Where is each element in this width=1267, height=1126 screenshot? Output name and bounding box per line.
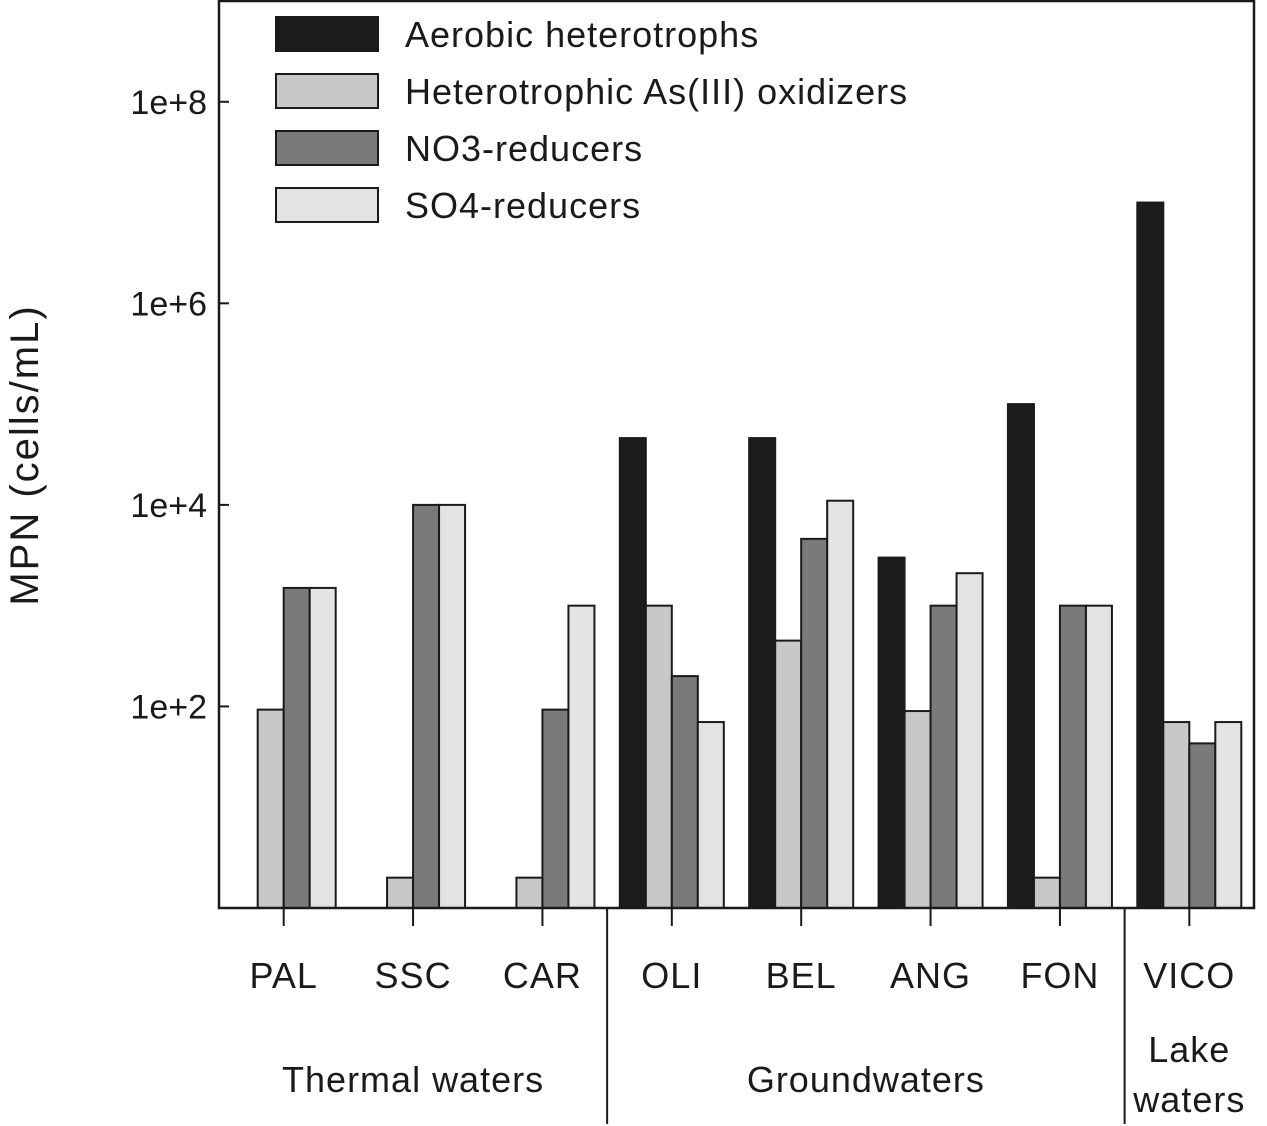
group-label-lake-waters: Lake waters xyxy=(1132,1029,1245,1120)
y-tick-label-1e-6: 1e+6 xyxy=(130,285,207,323)
bar-bel-heterotrophic-as-iii-oxidizers xyxy=(774,639,803,909)
legend-label-no3-reducers: NO3-reducers xyxy=(405,128,643,169)
x-tick-label-bel: BEL xyxy=(766,955,837,996)
bar-fon-so4-reducers xyxy=(1084,604,1113,910)
bar-fon-aerobic-heterotrophs xyxy=(1006,403,1035,909)
bar-car-no3-reducers xyxy=(541,708,570,909)
bar-bel-no3-reducers xyxy=(800,537,829,910)
bar-bel-aerobic-heterotrophs xyxy=(748,437,777,909)
x-tick-label-ang: ANG xyxy=(890,955,971,996)
bar-vico-heterotrophic-as-iii-oxidizers xyxy=(1162,721,1191,909)
x-tick-label-fon: FON xyxy=(1020,955,1099,996)
bar-vico-aerobic-heterotrophs xyxy=(1136,201,1165,910)
bar-fon-no3-reducers xyxy=(1058,604,1087,910)
bar-ssc-so4-reducers xyxy=(438,503,467,909)
bar-oli-no3-reducers xyxy=(670,675,699,909)
bar-ssc-heterotrophic-as-iii-oxidizers xyxy=(386,876,415,909)
bar-fon-heterotrophic-as-iii-oxidizers xyxy=(1032,876,1061,909)
plot-frame xyxy=(217,0,1256,910)
bar-oli-heterotrophic-as-iii-oxidizers xyxy=(644,604,673,910)
group-label-groundwaters: Groundwaters xyxy=(747,1059,985,1100)
bars-layer xyxy=(256,201,1243,910)
bar-ang-no3-reducers xyxy=(929,604,958,910)
legend-label-aerobic-heterotrophs: Aerobic heterotrophs xyxy=(405,14,759,55)
legend-swatch-heterotrophic-as-iii-oxidizers xyxy=(275,73,379,109)
x-tick-label-vico: VICO xyxy=(1143,955,1235,996)
y-axis: 1e+2 1e+4 1e+6 1e+8 xyxy=(130,84,229,726)
bar-bel-so4-reducers xyxy=(826,499,855,909)
x-tick-label-car: CAR xyxy=(503,955,582,996)
bar-ang-heterotrophic-as-iii-oxidizers xyxy=(903,710,932,909)
y-tick-label-1e-4: 1e+4 xyxy=(130,487,207,525)
group-label-thermal-waters: Thermal waters xyxy=(282,1059,544,1100)
bar-car-heterotrophic-as-iii-oxidizers xyxy=(515,876,544,909)
legend-label-heterotrophic-as-iii-oxidizers: Heterotrophic As(III) oxidizers xyxy=(405,71,908,112)
bar-pal-so4-reducers xyxy=(308,586,337,909)
legend: Aerobic heterotrophs Heterotrophic As(III… xyxy=(275,14,908,226)
legend-swatch-so4-reducers xyxy=(275,187,379,223)
y-tick-label-1e-2: 1e+2 xyxy=(130,688,207,726)
x-tick-label-oli: OLI xyxy=(641,955,702,996)
bar-ang-aerobic-heterotrophs xyxy=(877,556,906,909)
legend-swatch-aerobic-heterotrophs xyxy=(275,16,379,52)
group-labels: Thermal waters Groundwaters Lake waters xyxy=(282,908,1245,1124)
bar-ssc-no3-reducers xyxy=(412,503,441,909)
bar-pal-heterotrophic-as-iii-oxidizers xyxy=(256,708,285,909)
y-axis-title: MPN (cells/mL) xyxy=(3,304,47,605)
bar-ang-so4-reducers xyxy=(955,572,984,909)
x-axis: PAL SSC CAR OLI BEL ANG FON VICO xyxy=(250,908,1235,996)
legend-swatch-no3-reducers xyxy=(275,130,379,166)
x-tick-label-pal: PAL xyxy=(250,955,318,996)
bar-oli-so4-reducers xyxy=(696,721,725,909)
bar-vico-so4-reducers xyxy=(1214,721,1243,909)
bar-pal-no3-reducers xyxy=(282,586,311,909)
y-tick-label-1e-8: 1e+8 xyxy=(130,84,207,122)
bar-oli-aerobic-heterotrophs xyxy=(618,437,647,909)
bar-car-so4-reducers xyxy=(567,604,596,910)
bar-vico-no3-reducers xyxy=(1188,742,1217,910)
x-tick-label-ssc: SSC xyxy=(375,955,452,996)
legend-label-so4-reducers: SO4-reducers xyxy=(405,185,641,226)
